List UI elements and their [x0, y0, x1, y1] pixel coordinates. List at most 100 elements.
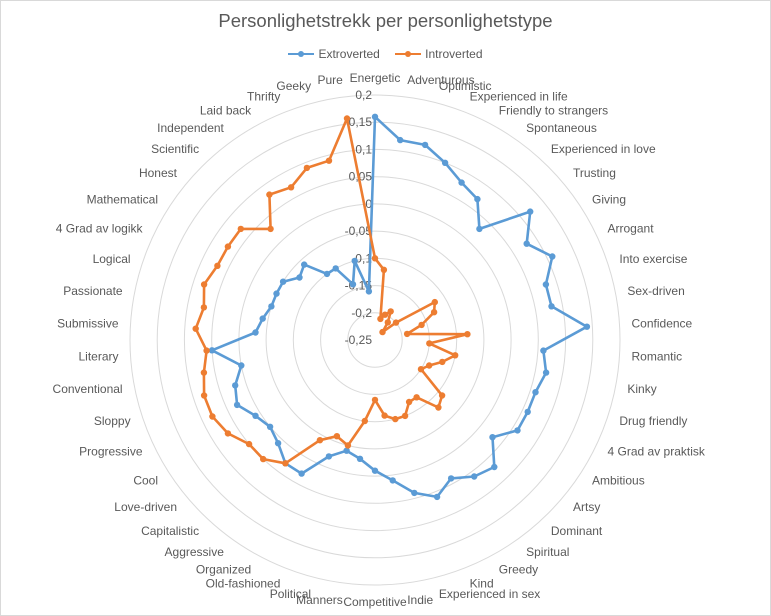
data-point-introverted — [209, 413, 216, 420]
gridline-ring — [347, 312, 403, 368]
data-point-introverted — [303, 164, 311, 172]
category-label: Pure — [317, 73, 343, 87]
data-point-introverted — [426, 340, 433, 347]
data-point-introverted — [392, 415, 399, 423]
radial-tick-label: 0,2 — [355, 88, 372, 102]
category-label: Greedy — [499, 563, 538, 577]
data-point-extroverted — [365, 288, 373, 295]
data-point-introverted — [287, 184, 295, 191]
data-point-extroverted — [491, 463, 498, 471]
data-point-introverted — [203, 347, 210, 354]
data-point-introverted — [316, 437, 324, 444]
category-label: Old-fashioned — [206, 577, 281, 591]
category-label: Thrifty — [247, 89, 280, 103]
gridline-ring — [265, 230, 485, 450]
category-label: Logical — [93, 252, 131, 266]
data-point-extroverted — [351, 257, 358, 265]
legend-item-introverted[interactable]: Introverted — [395, 47, 483, 61]
data-point-extroverted — [343, 447, 350, 454]
gridline-ring — [156, 121, 594, 559]
category-label: Spiritual — [526, 545, 569, 559]
category-label: Political — [270, 587, 311, 601]
data-point-extroverted — [273, 290, 280, 297]
data-point-introverted — [282, 460, 289, 467]
data-point-introverted — [417, 366, 425, 373]
category-label: Independent — [157, 121, 224, 135]
category-label: Dominant — [551, 524, 603, 538]
data-point-introverted — [325, 157, 333, 164]
category-label: Romantic — [632, 350, 683, 364]
data-point-introverted — [438, 392, 446, 399]
category-label: Manners — [296, 593, 343, 607]
data-point-introverted — [200, 392, 208, 399]
category-label: Organized — [196, 563, 251, 577]
data-point-extroverted — [279, 278, 287, 285]
radial-tick-label: -0,05 — [345, 224, 373, 238]
data-point-extroverted — [389, 477, 396, 484]
data-point-extroverted — [548, 303, 555, 310]
category-label: Cool — [133, 473, 158, 487]
category-label: Ambitious — [592, 473, 645, 487]
category-label: Kinky — [627, 382, 656, 396]
radial-tick-label: 0 — [365, 197, 372, 211]
data-point-extroverted — [232, 382, 239, 389]
data-point-extroverted — [208, 347, 216, 354]
data-point-extroverted — [474, 195, 481, 203]
category-label: Love-driven — [114, 500, 177, 514]
category-label: Confidence — [632, 317, 693, 331]
data-point-introverted — [343, 115, 351, 122]
category-label: Literary — [78, 350, 118, 364]
category-label: 4 Grad av logikk — [56, 221, 144, 235]
category-label: Aggressive — [165, 545, 225, 559]
data-point-extroverted — [421, 141, 429, 149]
data-point-extroverted — [549, 253, 556, 260]
data-point-introverted — [426, 362, 433, 369]
category-label: Progressive — [79, 445, 143, 459]
data-point-introverted — [237, 225, 244, 233]
legend-label-introverted: Introverted — [425, 47, 483, 61]
radial-tick-label: 0,05 — [349, 170, 373, 184]
data-point-extroverted — [514, 427, 521, 434]
category-label: Spontaneous — [526, 121, 597, 135]
category-label: Conventional — [53, 382, 123, 396]
data-point-extroverted — [323, 270, 331, 278]
category-label: Experienced in sex — [439, 587, 540, 601]
data-point-introverted — [403, 330, 411, 338]
legend-item-extroverted[interactable]: Extroverted — [288, 47, 380, 61]
data-point-introverted — [464, 331, 471, 338]
category-label: Passionate — [63, 284, 123, 298]
data-point-introverted — [200, 304, 208, 311]
data-point-extroverted — [532, 389, 539, 396]
data-point-introverted — [381, 412, 388, 419]
data-point-extroverted — [542, 369, 550, 376]
radial-tick-label: -0,2 — [351, 306, 372, 320]
data-point-introverted — [200, 369, 208, 376]
data-point-introverted — [430, 309, 438, 316]
category-label: Indie — [407, 593, 433, 607]
category-label: Sloppy — [94, 414, 131, 428]
data-point-extroverted — [411, 489, 418, 497]
category-label: Drug friendly — [619, 414, 687, 428]
data-point-extroverted — [527, 208, 534, 215]
data-point-introverted — [361, 417, 368, 425]
category-label: Artsy — [573, 500, 600, 514]
data-point-introverted — [224, 243, 232, 250]
data-point-extroverted — [274, 440, 282, 447]
data-point-introverted — [266, 191, 273, 198]
data-point-extroverted — [332, 265, 339, 272]
series-line-introverted — [194, 117, 469, 465]
data-point-introverted — [192, 325, 199, 332]
data-point-extroverted — [268, 303, 275, 310]
data-point-introverted — [224, 430, 232, 437]
category-label: Friendly to strangers — [499, 103, 608, 117]
category-label: Into exercise — [619, 252, 687, 266]
category-label: Optimistic — [439, 79, 492, 93]
radial-tick-label: -0,25 — [345, 333, 373, 347]
data-point-introverted — [435, 404, 442, 411]
category-label: Geeky — [276, 79, 311, 93]
category-label: Competitive — [343, 595, 407, 609]
data-point-extroverted — [471, 473, 478, 480]
data-point-introverted — [387, 308, 394, 315]
data-point-introverted — [377, 315, 384, 323]
